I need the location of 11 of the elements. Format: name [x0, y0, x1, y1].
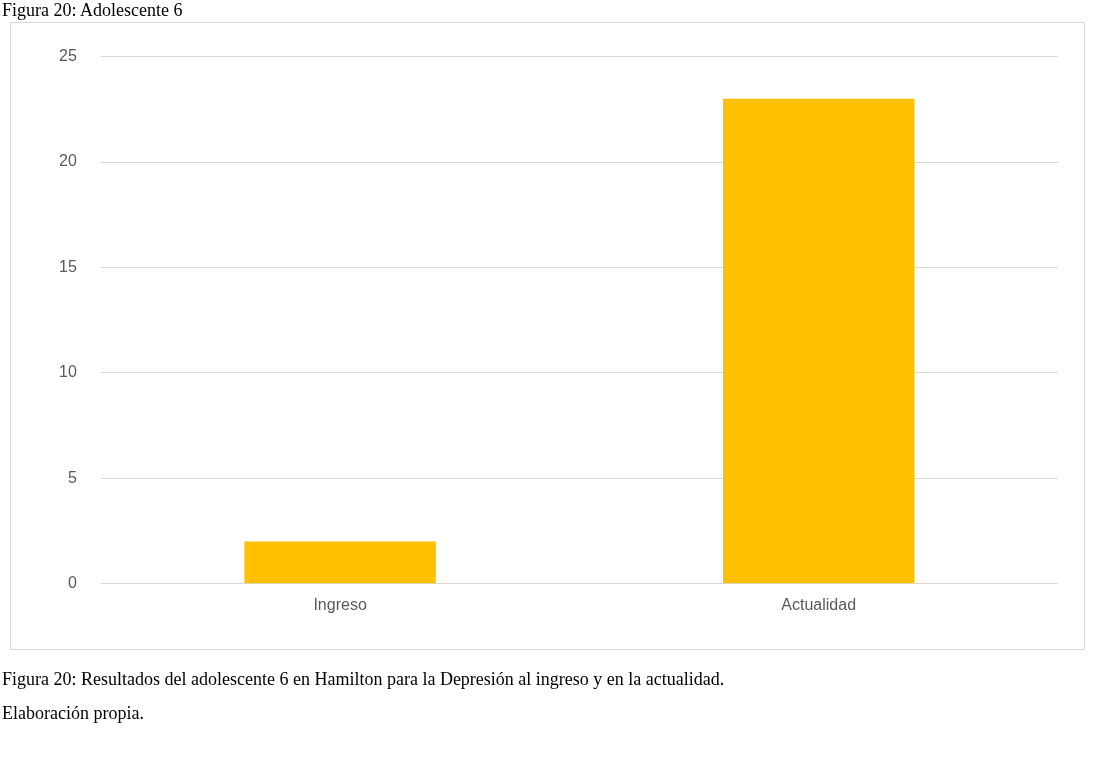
x-tick-label: Actualidad — [781, 595, 857, 613]
y-tick-label: 10 — [59, 363, 77, 381]
text: Elaboración propia. — [2, 702, 145, 725]
y-tick-label: 20 — [59, 152, 77, 170]
y-tick-label: 5 — [67, 468, 77, 486]
text: Figura 20: Resultados del adolescente 6 en Hamilton para la Depresión al ingreso y en la actualidad. — [2, 668, 725, 691]
y-tick-label: 25 — [59, 47, 77, 65]
x-tick-label: Ingreso — [313, 595, 367, 613]
y-tick-label: 0 — [67, 574, 77, 592]
y-tick-label: 15 — [59, 257, 77, 275]
chart-title: Figura 20: Adolescente 6 — [2, 0, 183, 21]
